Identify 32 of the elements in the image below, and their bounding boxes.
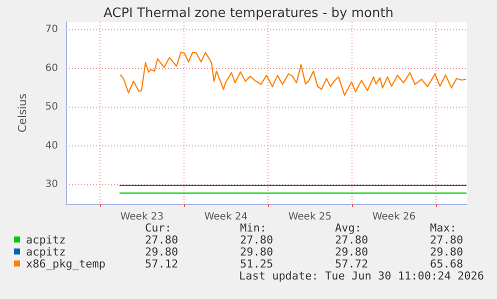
text: 29.80	[335, 246, 368, 258]
text: 29.80	[430, 246, 464, 258]
text: Min:	[240, 222, 266, 234]
text: 27.80	[335, 234, 368, 246]
legend-label: acpitz	[26, 234, 66, 246]
text: 27.80	[430, 234, 464, 246]
text: 65.68	[430, 258, 464, 270]
x-tick-label: Week 23	[120, 212, 164, 222]
line-series	[120, 52, 466, 96]
y-tick-label: 70	[45, 24, 58, 36]
text: 27.80	[240, 234, 274, 246]
text: Avg:	[335, 222, 362, 234]
legend-label: x86_pkg_temp	[26, 258, 106, 270]
text: 27.80	[145, 234, 178, 246]
text: Max:	[430, 222, 456, 234]
text: 29.80	[145, 246, 178, 258]
text: Last update: Tue Jun 30 11:00:24 2026	[238, 270, 484, 282]
x-tick-label: Week 26	[372, 212, 416, 222]
y-tick-label: 50	[45, 102, 58, 113]
x-tick-label: Week 25	[288, 212, 332, 222]
legend-label: acpitz	[26, 246, 66, 258]
text: 51.25	[240, 258, 274, 270]
y-tick-label: 60	[45, 62, 58, 74]
x-tick-label: Week 24	[204, 212, 248, 222]
text: 57.12	[145, 258, 178, 270]
y-axis-title: Celsius	[16, 93, 29, 132]
text: 57.72	[335, 258, 368, 270]
chart-title: ACPI Thermal zone temperatures - by month	[103, 6, 394, 21]
text: Cur:	[145, 222, 172, 234]
y-tick-label: 40	[45, 140, 58, 152]
y-tick-label: 30	[45, 179, 58, 190]
text: 29.80	[240, 246, 274, 258]
